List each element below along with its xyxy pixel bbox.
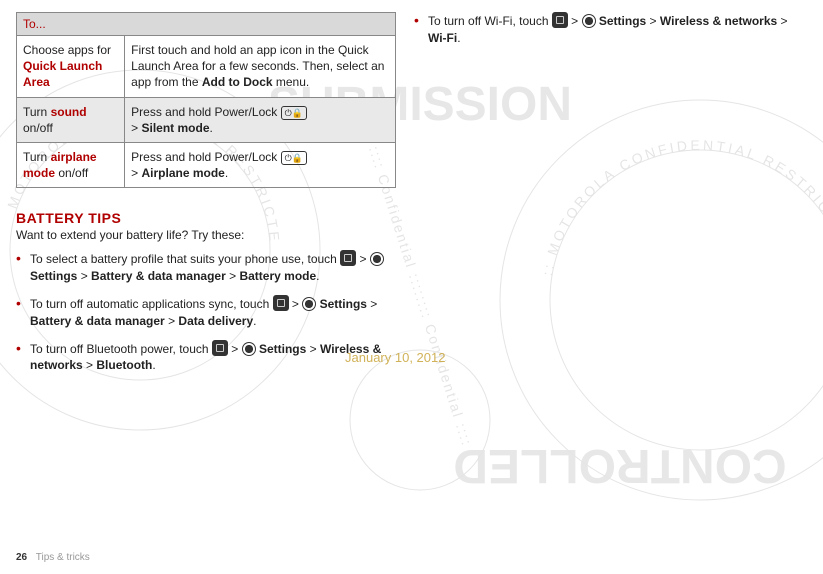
gt: >	[360, 252, 367, 266]
gear-icon	[370, 252, 384, 266]
cell-bold: Airplane mode	[142, 166, 225, 180]
bullet-text: To turn off automatic applications sync,…	[30, 297, 273, 311]
path-label: Wireless & networks	[660, 14, 777, 28]
path-label: Battery mode	[239, 269, 316, 283]
gt: >	[370, 297, 377, 311]
page-number: 26	[16, 552, 27, 563]
bullet-list-right: To turn off Wi-Fi, touch > Settings > Wi…	[414, 12, 794, 47]
section-title: BATTERY TIPS	[16, 210, 396, 226]
bullet-list: To select a battery profile that suits y…	[16, 250, 396, 374]
left-column: To... Choose apps for Quick Launch Area …	[16, 12, 396, 540]
cell-text: Press and hold Power/Lock	[131, 150, 280, 164]
settings-label: Settings	[30, 269, 77, 283]
footer-section: Tips & tricks	[36, 552, 90, 563]
cell-text: on/off	[55, 166, 88, 180]
cell-text: Turn	[23, 105, 51, 119]
gt: >	[86, 358, 93, 372]
bullet-text: To turn off Wi-Fi, touch	[428, 14, 552, 28]
gt: >	[310, 342, 317, 356]
gt: >	[81, 269, 88, 283]
settings-label: Settings	[256, 342, 307, 356]
gt: >	[650, 14, 657, 28]
home-icon	[273, 295, 289, 311]
path-label: Battery & data manager	[91, 269, 226, 283]
gear-icon	[242, 342, 256, 356]
cell-red: sound	[51, 105, 87, 119]
power-lock-icon: ⏻🔒	[281, 106, 307, 120]
tips-table: To... Choose apps for Quick Launch Area …	[16, 12, 396, 188]
gear-icon	[582, 14, 596, 28]
power-lock-icon: ⏻🔒	[281, 151, 307, 165]
bullet-text: To select a battery profile that suits y…	[30, 252, 340, 266]
section-intro: Want to extend your battery life? Try th…	[16, 228, 396, 242]
table-row: Choose apps for Quick Launch Area First …	[17, 36, 396, 98]
gt: >	[571, 14, 578, 28]
path-label: Wi-Fi	[428, 31, 457, 45]
path-label: Bluetooth	[96, 358, 152, 372]
cell-text: menu.	[273, 75, 310, 89]
home-icon	[552, 12, 568, 28]
gt: >	[168, 314, 175, 328]
table-row: Turn sound on/off Press and hold Power/L…	[17, 97, 396, 142]
cell-text: Press and hold Power/Lock	[131, 105, 280, 119]
page-footer: 26 Tips & tricks	[16, 552, 90, 563]
cell-text: Turn	[23, 150, 51, 164]
gt: >	[292, 297, 299, 311]
path-label: Data delivery	[178, 314, 253, 328]
gt: >	[781, 14, 788, 28]
list-item: To turn off Bluetooth power, touch > Set…	[16, 340, 396, 375]
list-item: To turn off Wi-Fi, touch > Settings > Wi…	[414, 12, 794, 47]
cell-red: Quick Launch Area	[23, 59, 102, 89]
table-row: Turn airplane mode on/off Press and hold…	[17, 142, 396, 187]
settings-label: Settings	[596, 14, 647, 28]
cell-bold: Add to Dock	[202, 75, 273, 89]
home-icon	[212, 340, 228, 356]
gt: >	[131, 121, 141, 135]
settings-label: Settings	[316, 297, 367, 311]
path-label: Battery & data manager	[30, 314, 165, 328]
cell-text: Choose apps for	[23, 43, 111, 57]
table-header: To...	[17, 13, 396, 36]
home-icon	[340, 250, 356, 266]
gt: >	[229, 269, 236, 283]
page-content: To... Choose apps for Quick Launch Area …	[0, 0, 823, 540]
gear-icon	[302, 297, 316, 311]
right-column: To turn off Wi-Fi, touch > Settings > Wi…	[414, 12, 794, 540]
bullet-text: To turn off Bluetooth power, touch	[30, 342, 212, 356]
cell-bold: Silent mode	[142, 121, 210, 135]
cell-text: .	[210, 121, 213, 135]
cell-text: .	[225, 166, 228, 180]
gt: >	[231, 342, 238, 356]
gt: >	[131, 166, 141, 180]
list-item: To turn off automatic applications sync,…	[16, 295, 396, 330]
cell-text: on/off	[23, 121, 53, 135]
list-item: To select a battery profile that suits y…	[16, 250, 396, 285]
